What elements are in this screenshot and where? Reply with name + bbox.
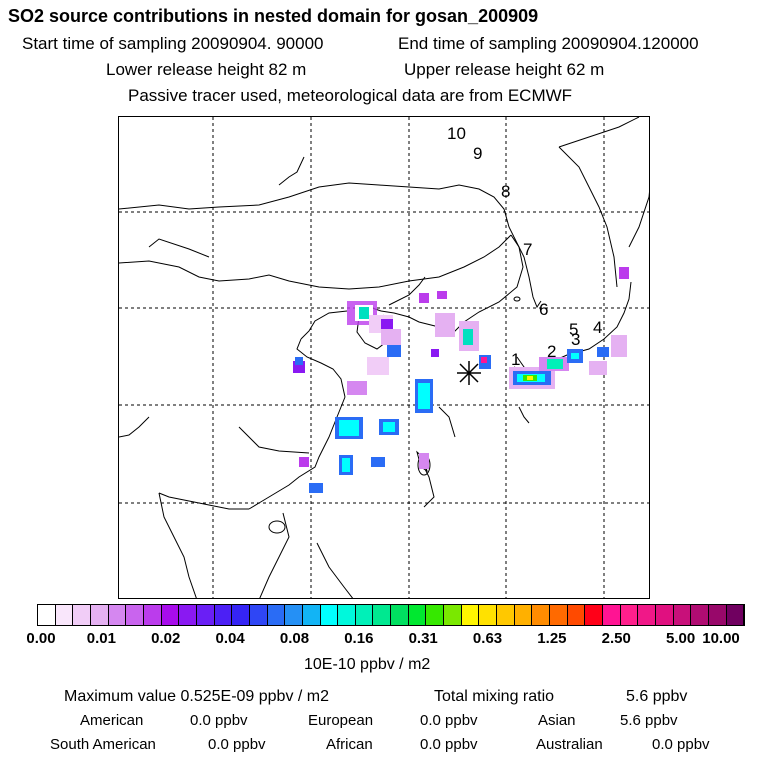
colorbar-cell (90, 605, 109, 625)
colorbar-cell (143, 605, 162, 625)
colorbar-cell (638, 605, 656, 625)
trajectory-labels: 1 2 3 4 5 6 7 8 9 10 (447, 124, 602, 369)
region-value: 5.6 ppbv (620, 712, 678, 729)
region-name: American (80, 712, 144, 729)
colorbar-cell (391, 605, 409, 625)
colorbar-cell (708, 605, 727, 625)
total-mixing-label: Total mixing ratio (434, 688, 555, 705)
colorbar-cell (726, 605, 745, 625)
colorbar-cell (673, 605, 692, 625)
colorbar-cell (161, 605, 180, 625)
start-time-label: Start time of sampling 20090904. 90000 (22, 34, 324, 53)
colorbar-cell (603, 605, 621, 625)
colorbar-tick-label: 0.00 (26, 630, 56, 647)
region-value: 0.0 ppbv (652, 736, 710, 753)
trajectory-label: 1 (511, 350, 520, 369)
colorbar-cell (532, 605, 551, 625)
colorbar-cell (249, 605, 268, 625)
colorbar-tick-label: 0.02 (151, 630, 181, 647)
region-name: African (326, 736, 373, 753)
region-value: 0.0 ppbv (420, 712, 478, 729)
colorbar-cell (73, 605, 91, 625)
colorbar-tick-label: 0.08 (279, 630, 310, 647)
map-canvas: 1 2 3 4 5 6 7 8 9 10 (119, 117, 649, 598)
end-time-label: End time of sampling 20090904.120000 (398, 34, 699, 53)
colorbar-cell (585, 605, 603, 625)
colorbar-cell (408, 605, 427, 625)
trajectory-label: 8 (501, 182, 510, 201)
max-value-label: Maximum value 0.525E-09 ppbv / m2 (64, 688, 330, 705)
region-value: 0.0 ppbv (420, 736, 478, 753)
colorbar-cell (426, 605, 445, 625)
trajectory-label: 9 (473, 144, 482, 163)
trajectory-label: 7 (523, 240, 532, 259)
colorbar-tick-label: 1.25 (537, 630, 567, 647)
tracer-note: Passive tracer used, meteorological data… (128, 86, 573, 105)
colorbar-tick-label: 2.50 (601, 630, 631, 647)
upper-release-height: Upper release height 62 m (404, 60, 605, 79)
colorbar-tick-label: 0.31 (408, 630, 438, 647)
colorbar-cell (38, 605, 56, 625)
colorbar-cell (479, 605, 498, 625)
colorbar-units: 10E-10 ppbv / m2 (304, 656, 431, 673)
colorbar-cell (514, 605, 533, 625)
colorbar-cell (567, 605, 586, 625)
trajectory-label: 10 (447, 124, 466, 143)
colorbar-cell (320, 605, 339, 625)
colorbar-cell (444, 605, 462, 625)
receptor-marker-icon (457, 361, 481, 385)
colorbar-cell (620, 605, 639, 625)
colorbar-tick-label: 5.00 (666, 630, 696, 647)
trajectory-label: 4 (593, 318, 602, 337)
colorbar-cell (55, 605, 74, 625)
colorbar-cell (196, 605, 215, 625)
colorbar-cell (655, 605, 674, 625)
colorbar-cell (179, 605, 197, 625)
colorbar-tick-label: 0.16 (344, 630, 374, 647)
trajectory-label: 5 (569, 320, 578, 339)
trajectory-label: 2 (547, 342, 556, 361)
colorbar-cell (550, 605, 568, 625)
colorbar-tick-label: 0.63 (472, 630, 503, 647)
trajectory-label: 3 (571, 330, 580, 349)
total-mixing-value: 5.6 ppbv (626, 688, 688, 705)
colorbar-tick-label: 10.00 (702, 630, 740, 647)
region-name: Asian (538, 712, 576, 729)
colorbar (37, 604, 745, 626)
region-value: 0.0 ppbv (190, 712, 248, 729)
region-value: 0.0 ppbv (208, 736, 266, 753)
colorbar-cell (232, 605, 250, 625)
colorbar-tick-label: 0.04 (215, 630, 245, 647)
colorbar-cell (285, 605, 303, 625)
colorbar-cell (691, 605, 709, 625)
colorbar-cell (302, 605, 321, 625)
region-name: South American (50, 736, 156, 753)
colorbar-cell (267, 605, 286, 625)
region-name: European (308, 712, 374, 729)
colorbar-cell (355, 605, 374, 625)
map-panel: 1 2 3 4 5 6 7 8 9 10 (118, 116, 650, 599)
colorbar-cell (461, 605, 480, 625)
trajectory-label: 6 (539, 300, 548, 319)
colorbar-cell (338, 605, 356, 625)
colorbar-cell (108, 605, 127, 625)
plot-title: SO2 source contributions in nested domai… (8, 6, 539, 26)
colorbar-cell (497, 605, 515, 625)
lower-release-height: Lower release height 82 m (106, 60, 307, 79)
colorbar-cell (373, 605, 392, 625)
concentration-field (293, 267, 629, 493)
colorbar-cell (214, 605, 233, 625)
region-name: Australian (536, 736, 603, 753)
colorbar-cell (126, 605, 144, 625)
lat-lon-grid (119, 117, 649, 598)
colorbar-tick-label: 0.01 (86, 630, 116, 647)
